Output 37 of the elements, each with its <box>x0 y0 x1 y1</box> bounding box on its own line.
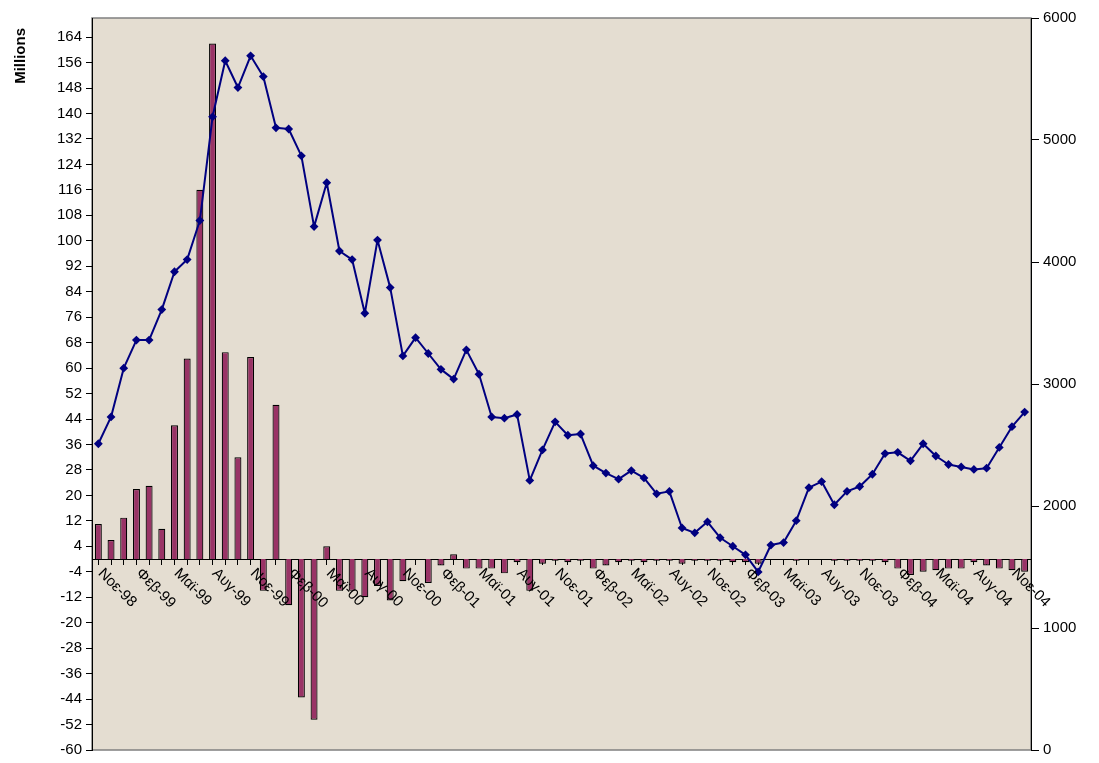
y-tick-label: -20 <box>60 612 82 630</box>
y2-tick-label: 3000 <box>1043 374 1077 392</box>
y-tick-label: 4 <box>73 536 82 554</box>
y-tick-label: 12 <box>65 510 82 528</box>
y-tick-label: -12 <box>60 587 82 605</box>
y-tick-label: 140 <box>56 103 82 121</box>
y-axis-title: Millions <box>11 28 29 84</box>
y2-tick-label: 6000 <box>1043 8 1077 26</box>
y2-tick-label: 4000 <box>1043 252 1077 270</box>
y-tick-label: 108 <box>56 205 82 223</box>
y-tick-label: -4 <box>68 561 82 579</box>
y-tick-label: -44 <box>60 689 82 707</box>
y2-tick-label: 1000 <box>1043 618 1077 636</box>
y-tick-label: 68 <box>65 332 82 350</box>
y2-tick-label: 5000 <box>1043 130 1077 148</box>
y-tick-label: 116 <box>58 180 82 197</box>
y-tick-label: -28 <box>60 638 82 656</box>
y-tick-label: 156 <box>56 52 82 70</box>
y2-tick-label: 0 <box>1043 740 1052 758</box>
y-tick-label: 20 <box>65 485 82 503</box>
y-tick-label: 28 <box>65 460 82 478</box>
y-tick-label: 84 <box>65 281 82 299</box>
y-tick-label: 164 <box>56 27 82 45</box>
y-tick-label: 52 <box>65 383 82 401</box>
y-tick-label: -36 <box>60 663 82 681</box>
y-tick-label: 60 <box>65 358 82 376</box>
y-tick-label: 92 <box>65 256 82 274</box>
y-tick-label: -52 <box>60 714 82 732</box>
y-tick-label: 148 <box>56 78 82 96</box>
y-tick-label: 36 <box>65 434 82 452</box>
y-tick-label: 124 <box>56 154 82 172</box>
y2-tick-label: 2000 <box>1043 496 1077 514</box>
y-tick-label: 44 <box>65 409 82 427</box>
y-tick-label: 100 <box>56 230 82 248</box>
y-tick-label: -60 <box>60 740 82 758</box>
y-tick-label: 132 <box>56 129 82 147</box>
y-tick-label: 76 <box>65 307 82 325</box>
